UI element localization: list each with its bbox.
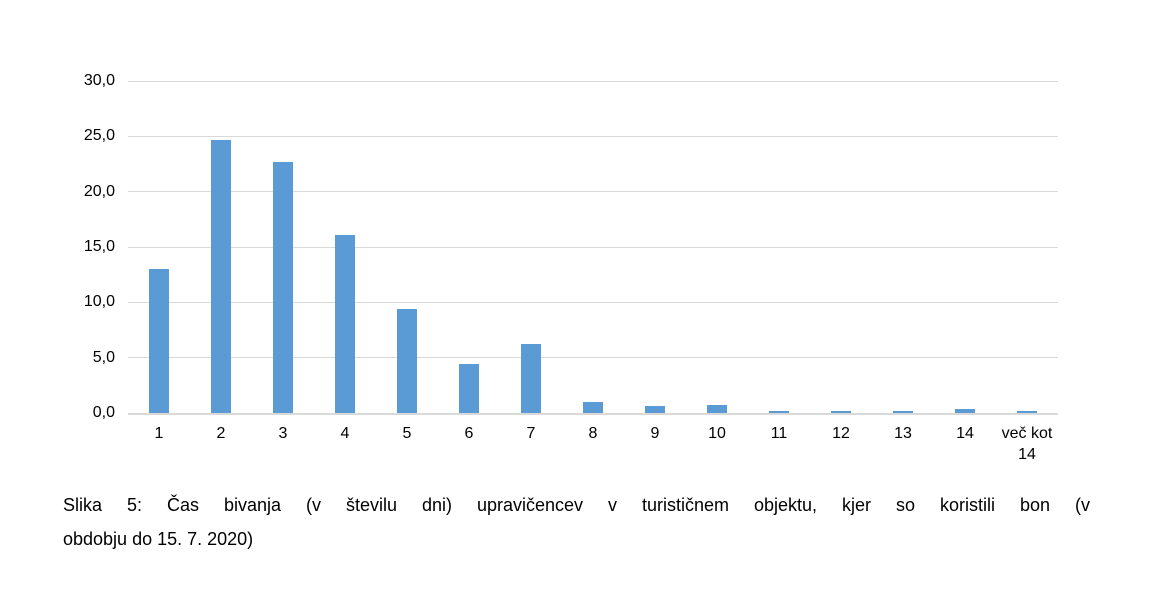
gridline: [128, 135, 1058, 137]
x-axis-tick-label: 4: [340, 425, 350, 442]
x-axis-tick-label: 1: [154, 425, 164, 442]
y-axis-tick-label: 20,0: [83, 182, 115, 200]
bar: [955, 408, 975, 413]
x-axis-tick-label: 6: [464, 425, 474, 442]
gridline: [128, 191, 1058, 193]
y-axis-tick-label: 0,0: [92, 404, 115, 421]
bar: [459, 364, 479, 413]
y-axis-tick-label: 5,0: [92, 348, 115, 366]
x-axis-tick-label: 7: [526, 425, 536, 442]
bar: [1017, 410, 1037, 413]
x-axis-tick-label: 11: [770, 425, 788, 442]
bar: [335, 234, 355, 413]
gridline: [128, 80, 1058, 82]
bar: [211, 139, 231, 413]
bar: [893, 410, 913, 413]
bar: [769, 410, 789, 413]
y-axis-tick-label: 30,0: [83, 72, 115, 89]
bar: [149, 269, 169, 413]
figure-caption-line-2: obdobju do 15. 7. 2020): [63, 529, 254, 549]
x-axis-tick-label: 10: [708, 425, 726, 442]
x-axis-tick-label: 14: [956, 425, 974, 442]
bar: [831, 410, 851, 413]
bar: [521, 344, 541, 413]
x-axis-tick-label: 3: [278, 425, 288, 442]
bar: [583, 401, 603, 413]
gridline: [128, 246, 1058, 248]
x-axis-tick-label: več kot 14: [1001, 425, 1053, 463]
y-axis-tick-label: 10,0: [83, 293, 115, 311]
x-axis-tick-label: 12: [832, 425, 850, 442]
gridline: [128, 357, 1058, 359]
bar: [397, 308, 417, 413]
x-axis-tick-label: 9: [650, 425, 660, 442]
y-axis-tick-label: 25,0: [83, 127, 115, 145]
bar: [707, 405, 727, 413]
x-axis-tick-label: 13: [894, 425, 912, 442]
bar: [273, 161, 293, 413]
bar: [645, 406, 665, 413]
x-axis-tick-label: 8: [588, 425, 598, 442]
bar-chart: 0,0 5,0 10,0 15,0 20,0 25,0 30,0 1 2 3 4 5 6 7 8 9 10 11 1…: [83, 72, 1058, 463]
y-axis-tick-label: 15,0: [83, 238, 115, 255]
x-axis-line: [128, 413, 1058, 415]
figure-caption-line-1: Slika 5: Čas bivanja (v številu dni) upr…: [63, 495, 1090, 515]
figure-caption: Slika 5: Čas bivanja (v številu dni) upr…: [63, 488, 1090, 556]
gridline: [128, 301, 1058, 303]
x-axis-tick-label: 2: [216, 425, 226, 442]
x-axis-tick-label: 5: [402, 425, 412, 442]
